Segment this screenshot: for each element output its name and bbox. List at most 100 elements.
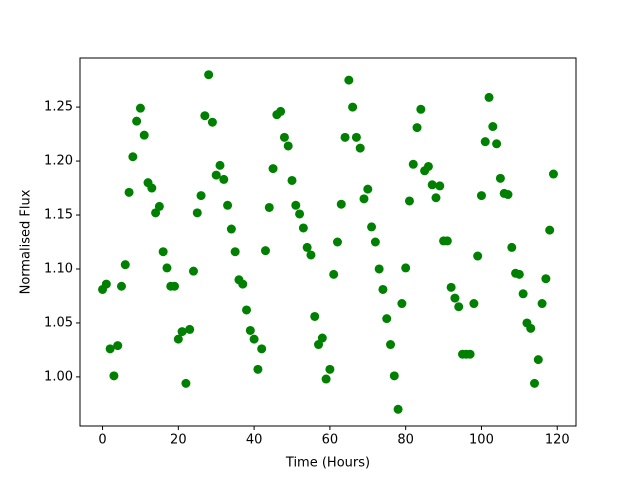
point xyxy=(427,180,437,190)
point xyxy=(321,374,331,384)
point xyxy=(128,152,138,162)
x-tick-label: 100 xyxy=(469,433,494,448)
x-axis-label: Time (Hours) xyxy=(285,456,370,471)
point xyxy=(287,175,297,185)
point xyxy=(298,223,308,233)
point xyxy=(518,289,528,299)
point xyxy=(264,202,274,212)
point xyxy=(226,224,236,234)
point xyxy=(382,314,392,324)
point xyxy=(242,305,252,315)
point xyxy=(348,102,358,112)
point xyxy=(404,196,414,206)
x-tick-label: 120 xyxy=(545,433,570,448)
point xyxy=(416,104,426,114)
point xyxy=(139,130,149,140)
point xyxy=(253,364,263,374)
point xyxy=(507,242,517,252)
point xyxy=(260,246,270,256)
point xyxy=(541,274,551,284)
point xyxy=(412,123,422,133)
point xyxy=(132,116,142,126)
point xyxy=(374,264,384,274)
point xyxy=(223,200,233,210)
point xyxy=(181,378,191,388)
y-tick-label: 1.25 xyxy=(44,100,73,115)
point xyxy=(526,323,536,333)
point xyxy=(302,242,312,252)
y-tick-label: 1.05 xyxy=(44,315,73,330)
point xyxy=(101,279,111,289)
point xyxy=(185,324,195,334)
y-tick-label: 1.20 xyxy=(44,154,73,169)
point xyxy=(120,260,130,270)
x-tick-label: 40 xyxy=(246,433,263,448)
point xyxy=(177,327,187,337)
point xyxy=(367,222,377,232)
point xyxy=(215,160,225,170)
point xyxy=(336,199,346,209)
point xyxy=(245,325,255,335)
point xyxy=(124,187,134,197)
point xyxy=(276,106,286,116)
point xyxy=(423,161,433,171)
point xyxy=(170,281,180,291)
point xyxy=(154,201,164,211)
point xyxy=(503,190,513,200)
point xyxy=(147,183,157,193)
point xyxy=(484,92,494,102)
point xyxy=(192,208,202,218)
point xyxy=(397,299,407,309)
point xyxy=(116,281,126,291)
y-tick-label: 1.00 xyxy=(44,369,73,384)
point xyxy=(548,169,558,179)
point xyxy=(105,344,115,354)
point xyxy=(476,191,486,201)
point xyxy=(359,194,369,204)
point xyxy=(363,184,373,194)
plot-frame xyxy=(79,57,577,427)
point xyxy=(530,378,540,388)
point xyxy=(473,251,483,261)
point xyxy=(109,371,119,381)
y-tick-label: 1.10 xyxy=(44,261,73,276)
point xyxy=(306,250,316,260)
point xyxy=(450,293,460,303)
point xyxy=(279,132,289,142)
point xyxy=(480,137,490,147)
point xyxy=(465,349,475,359)
point xyxy=(188,266,198,276)
point xyxy=(268,164,278,174)
y-tick-label: 1.15 xyxy=(44,208,73,223)
point xyxy=(329,269,339,279)
point xyxy=(162,263,172,273)
point xyxy=(537,299,547,309)
point xyxy=(230,247,240,257)
point xyxy=(207,117,217,127)
point xyxy=(408,159,418,169)
point xyxy=(393,404,403,414)
point xyxy=(386,340,396,350)
point xyxy=(238,279,248,289)
point xyxy=(310,311,320,321)
point xyxy=(492,139,502,149)
x-tick-label: 80 xyxy=(397,433,414,448)
point xyxy=(378,284,388,294)
point xyxy=(495,173,505,183)
point xyxy=(351,132,361,142)
point xyxy=(325,364,335,374)
x-tick-label: 60 xyxy=(322,433,339,448)
x-tick-label: 20 xyxy=(170,433,187,448)
point xyxy=(200,111,210,121)
point xyxy=(113,341,123,351)
point xyxy=(283,141,293,151)
point xyxy=(332,237,342,247)
point xyxy=(435,181,445,191)
x-tick-label: 0 xyxy=(98,433,106,448)
point xyxy=(340,132,350,142)
point xyxy=(469,299,479,309)
point xyxy=(196,191,206,201)
point xyxy=(295,209,305,219)
point xyxy=(158,247,168,257)
